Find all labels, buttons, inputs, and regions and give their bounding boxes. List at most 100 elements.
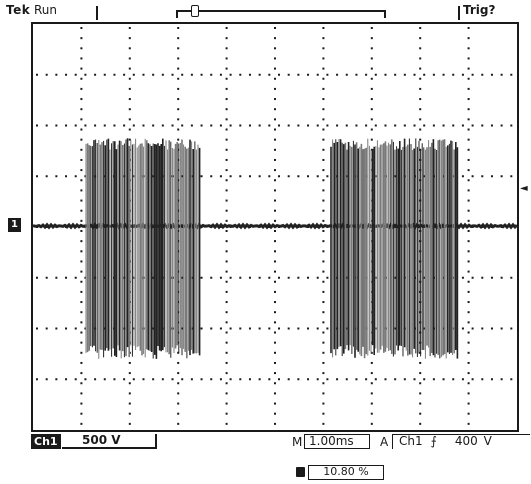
grid-dot xyxy=(65,73,68,76)
grid-dot xyxy=(225,87,228,90)
grid-dot xyxy=(467,230,470,232)
grid-dot xyxy=(442,124,445,127)
grid-dot xyxy=(467,199,470,202)
grid-dot xyxy=(94,378,97,381)
grid-dot xyxy=(452,276,455,279)
grid-dot xyxy=(239,327,242,330)
grid-dot xyxy=(467,402,470,405)
grid-dot xyxy=(365,378,368,381)
grid-dot xyxy=(177,290,180,293)
grid-dot xyxy=(80,179,83,182)
grid-dot xyxy=(123,378,126,381)
grid-dot xyxy=(471,73,474,76)
grid-dot xyxy=(274,37,276,40)
grid-dot xyxy=(80,27,83,29)
grid-dot xyxy=(177,148,180,151)
grid-dot xyxy=(442,327,445,330)
brand-logo: Tek xyxy=(6,3,31,17)
readout-bar: Ch1 500 V M 1.00ms A Ch1 ⨍ 400 V xyxy=(0,432,531,452)
grid-dot xyxy=(177,158,180,161)
trigger-status: Trig? xyxy=(463,3,496,17)
grid-dot xyxy=(467,148,470,151)
grid-dot xyxy=(307,276,310,279)
grid-dot xyxy=(80,169,83,172)
grid-dot xyxy=(128,422,131,425)
grid-dot xyxy=(128,392,131,395)
grid-dot xyxy=(80,148,83,151)
grid-dot xyxy=(467,189,470,192)
grid-dot xyxy=(370,280,373,283)
grid-dot xyxy=(510,327,513,330)
grid-dot xyxy=(177,57,180,60)
grid-dot xyxy=(370,392,373,395)
divider xyxy=(458,6,460,20)
grid-dot xyxy=(500,276,503,279)
grid-dot xyxy=(345,73,348,76)
grid-dot xyxy=(467,361,470,364)
grid-dot xyxy=(171,73,174,76)
grid-dot xyxy=(365,124,368,127)
grid-dot xyxy=(225,240,228,243)
grid-dot xyxy=(80,301,83,304)
grid-dot xyxy=(94,276,97,279)
grid-dot xyxy=(370,148,373,151)
grid-dot xyxy=(500,175,503,178)
grid-dot xyxy=(370,372,373,375)
grid-dot xyxy=(113,73,116,76)
grid-dot xyxy=(274,128,276,131)
grid-dot xyxy=(210,378,213,381)
grid-dot xyxy=(258,73,261,76)
grid-dot xyxy=(80,158,83,161)
grid-dot xyxy=(177,219,180,222)
grid-dot xyxy=(423,124,426,127)
grid-dot xyxy=(55,124,58,127)
grid-dot xyxy=(171,378,174,381)
grid-dot xyxy=(322,301,325,304)
grid-dot xyxy=(297,327,300,330)
grid-dot xyxy=(316,73,319,76)
grid-dot xyxy=(248,327,251,330)
grid-dot xyxy=(80,230,83,232)
grid-dot xyxy=(432,73,435,76)
grid-dot xyxy=(322,250,325,253)
grid-dot xyxy=(370,412,373,415)
grid-dot xyxy=(384,378,387,381)
grid-dot xyxy=(225,138,228,141)
grid-dot xyxy=(510,276,513,279)
grid-dot xyxy=(287,378,290,381)
grid-dot xyxy=(467,372,470,375)
grid-dot xyxy=(326,327,329,330)
grid-dot xyxy=(80,98,83,101)
record-view-marker xyxy=(191,5,199,17)
grid-dot xyxy=(128,402,131,405)
grid-dot xyxy=(490,327,493,330)
grid-dot xyxy=(225,209,228,212)
grid-dot xyxy=(322,199,325,202)
grid-dot xyxy=(36,175,38,178)
grid-dot xyxy=(84,124,87,127)
grid-dot xyxy=(419,361,422,364)
grid-dot xyxy=(84,73,87,76)
trigger-level-value: 400 V xyxy=(454,434,492,448)
grid-dot xyxy=(274,219,276,222)
grid-dot xyxy=(84,276,87,279)
grid-dot xyxy=(467,331,470,334)
grid-dot xyxy=(413,124,416,127)
grid-dot xyxy=(274,47,276,50)
grid-dot xyxy=(467,128,470,131)
grid-dot xyxy=(274,189,276,192)
grid-dot xyxy=(268,378,271,381)
grid-dot xyxy=(370,27,373,29)
grid-dot xyxy=(225,189,228,192)
grid-dot xyxy=(225,351,228,354)
grid-dot xyxy=(225,169,228,172)
grid-dot xyxy=(210,276,213,279)
grid-dot xyxy=(500,124,503,127)
grid-dot xyxy=(274,57,276,60)
grid-dot xyxy=(322,372,325,375)
grid-dot xyxy=(322,209,325,212)
grid-dot xyxy=(345,378,348,381)
grid-dot xyxy=(307,175,310,178)
grid-dot xyxy=(419,98,422,101)
